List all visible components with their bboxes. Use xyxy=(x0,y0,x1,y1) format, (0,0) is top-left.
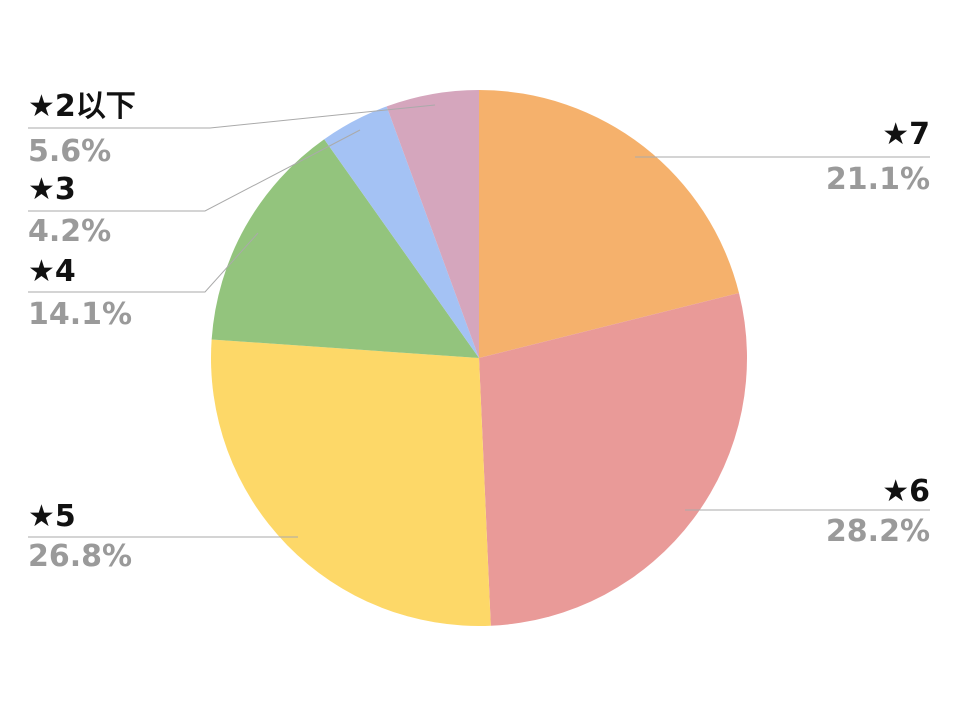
slice-label: ★5 xyxy=(28,499,76,534)
leader-line xyxy=(28,232,259,293)
slice-label: ★2以下 xyxy=(28,89,136,124)
pie-slice xyxy=(211,139,480,358)
value-label: 4.2% xyxy=(28,214,111,249)
leader-line xyxy=(28,129,361,212)
slice-label: ★4 xyxy=(28,254,76,289)
value-label: 28.2% xyxy=(826,514,930,549)
leader-line xyxy=(28,104,436,129)
value-label: 26.8% xyxy=(28,539,132,574)
value-label: 14.1% xyxy=(28,297,132,332)
slice-label: ★7 xyxy=(882,117,930,152)
pie-slice xyxy=(479,292,747,626)
pie-slice xyxy=(479,90,739,358)
slice-label: ★6 xyxy=(882,474,930,509)
slice-label: ★3 xyxy=(28,172,76,207)
pie-slice xyxy=(386,90,479,358)
pie-slice xyxy=(324,106,479,358)
value-label: 5.6% xyxy=(28,134,111,169)
value-label: 21.1% xyxy=(826,162,930,197)
pie-slice xyxy=(211,339,491,626)
